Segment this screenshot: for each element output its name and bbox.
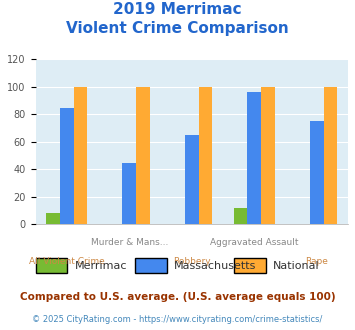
Bar: [185, 135, 198, 224]
Bar: [198, 87, 212, 224]
Text: Rape: Rape: [305, 257, 328, 266]
Text: Massachusetts: Massachusetts: [174, 261, 256, 271]
Text: Robbery: Robbery: [173, 257, 211, 266]
Text: All Violent Crime: All Violent Crime: [29, 257, 105, 266]
Text: Murder & Mans...: Murder & Mans...: [91, 238, 168, 247]
Bar: [234, 208, 247, 224]
Text: Aggravated Assault: Aggravated Assault: [210, 238, 299, 247]
Bar: [60, 108, 73, 224]
Bar: [310, 121, 323, 224]
Text: National: National: [273, 261, 320, 271]
Text: 2019 Merrimac: 2019 Merrimac: [113, 2, 242, 16]
Bar: [247, 92, 261, 224]
Bar: [323, 87, 337, 224]
Text: © 2025 CityRating.com - https://www.cityrating.com/crime-statistics/: © 2025 CityRating.com - https://www.city…: [32, 315, 323, 324]
Text: Compared to U.S. average. (U.S. average equals 100): Compared to U.S. average. (U.S. average …: [20, 292, 335, 302]
Bar: [136, 87, 150, 224]
Bar: [46, 214, 60, 224]
Bar: [122, 162, 136, 224]
Bar: [73, 87, 87, 224]
Text: Merrimac: Merrimac: [75, 261, 127, 271]
Text: Violent Crime Comparison: Violent Crime Comparison: [66, 21, 289, 36]
Bar: [261, 87, 275, 224]
